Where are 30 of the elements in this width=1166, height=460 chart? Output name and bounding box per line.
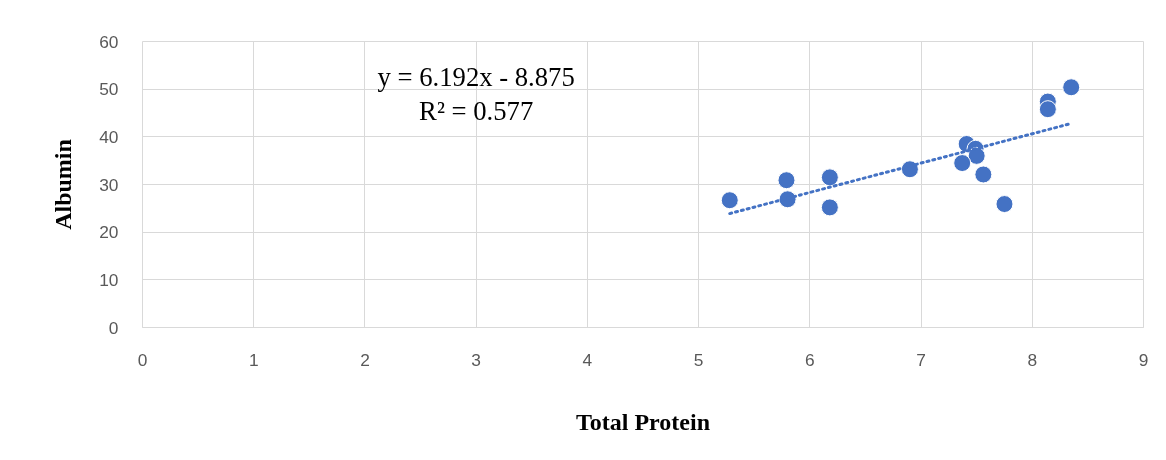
y-tick-label: 50 bbox=[99, 79, 119, 100]
x-tick-label: 0 bbox=[137, 349, 148, 370]
x-tick-label: 4 bbox=[582, 349, 593, 370]
x-tick-label: 6 bbox=[805, 349, 815, 370]
point bbox=[1038, 100, 1057, 119]
point bbox=[720, 191, 739, 210]
point bbox=[974, 165, 993, 184]
x-tick-label: 8 bbox=[1027, 349, 1038, 370]
point bbox=[1062, 78, 1081, 97]
y-tick-label: 30 bbox=[99, 174, 119, 195]
point bbox=[777, 171, 796, 190]
y-tick-label: 60 bbox=[99, 31, 119, 52]
point bbox=[953, 154, 972, 173]
x-axis-title: Total Protein bbox=[576, 408, 711, 435]
x-tick-label: 5 bbox=[693, 349, 704, 370]
annotation: R² = 0.577 bbox=[419, 95, 534, 126]
point bbox=[820, 168, 839, 187]
x-tick-label: 7 bbox=[916, 349, 926, 370]
x-tick-label: 1 bbox=[248, 349, 259, 370]
y-tick-label: 10 bbox=[99, 269, 119, 290]
y-tick-label: 20 bbox=[99, 222, 119, 243]
y-tick-label: 0 bbox=[108, 317, 119, 338]
x-tick-label: 9 bbox=[1138, 349, 1149, 370]
y-tick-label: 40 bbox=[99, 126, 119, 147]
x-tick-label: 2 bbox=[360, 349, 370, 370]
point bbox=[820, 198, 839, 217]
point bbox=[995, 195, 1014, 214]
x-tick-label: 3 bbox=[471, 349, 481, 370]
annotation: y = 6.192x - 8.875 bbox=[377, 62, 575, 93]
y-axis-title: Albumin bbox=[50, 139, 77, 230]
